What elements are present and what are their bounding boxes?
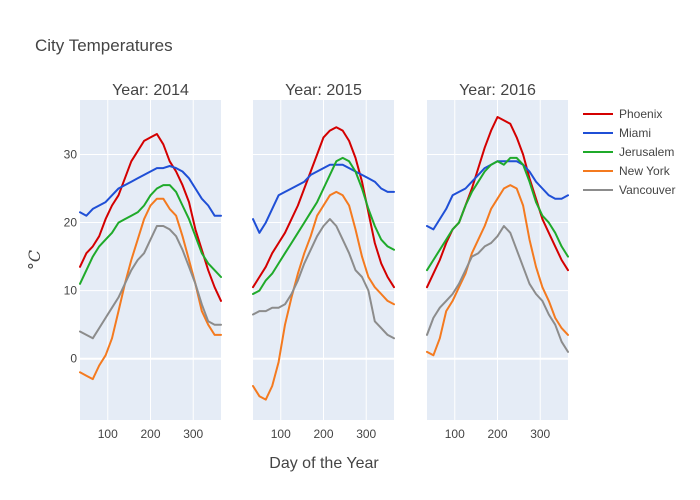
series-line-vancouver xyxy=(79,225,222,340)
x-tick-label: 200 xyxy=(487,427,507,441)
panel-title: Year: 2016 xyxy=(459,82,536,99)
series-line-phoenix xyxy=(79,133,222,302)
y-tick-label: 10 xyxy=(64,284,78,298)
series-line-jerusalem xyxy=(426,156,569,272)
legend-label-phoenix[interactable]: Phoenix xyxy=(619,107,662,121)
panel-1: Year: 2014 100 200 300 0 10 20 30 xyxy=(64,82,222,441)
series-line-new-york xyxy=(426,184,569,357)
x-tick-label: 100 xyxy=(98,427,118,441)
panel-2: Year: 2015 100 200 300 xyxy=(252,82,395,441)
legend-label-vancouver[interactable]: Vancouver xyxy=(619,183,675,197)
x-tick-label: 100 xyxy=(271,427,291,441)
chart-title: City Temperatures xyxy=(35,36,173,55)
legend: Phoenix Miami Jerusalem New York Vancouver xyxy=(583,107,675,197)
x-axis-label: Day of the Year xyxy=(269,455,379,472)
panel-3: Year: 2016 100 200 300 xyxy=(426,82,569,441)
y-tick-label: 20 xyxy=(64,216,78,230)
y-tick-label: 30 xyxy=(64,147,78,161)
x-tick-label: 300 xyxy=(530,427,550,441)
series-line-vancouver xyxy=(252,218,395,340)
legend-label-jerusalem[interactable]: Jerusalem xyxy=(619,145,674,159)
panel-title: Year: 2015 xyxy=(285,82,362,99)
series-line-miami xyxy=(79,165,222,217)
series-line-jerusalem xyxy=(252,156,395,295)
series-line-phoenix xyxy=(252,126,395,289)
panel-title: Year: 2014 xyxy=(112,82,189,99)
x-tick-label: 100 xyxy=(445,427,465,441)
legend-label-miami[interactable]: Miami xyxy=(619,126,651,140)
y-tick-label: 0 xyxy=(70,352,77,366)
y-axis-label: °C xyxy=(25,250,44,270)
series-line-vancouver xyxy=(426,225,569,353)
series-line-miami xyxy=(252,163,395,234)
x-tick-label: 200 xyxy=(313,427,333,441)
x-tick-label: 300 xyxy=(183,427,203,441)
x-tick-label: 300 xyxy=(356,427,376,441)
x-tick-label: 200 xyxy=(140,427,160,441)
series-line-jerusalem xyxy=(79,184,222,285)
series-line-new-york xyxy=(252,190,395,401)
legend-label-new-york[interactable]: New York xyxy=(619,164,671,178)
panels-group: Year: 2014 100 200 300 0 10 20 30 Year: 2015 100 2… xyxy=(64,82,569,441)
